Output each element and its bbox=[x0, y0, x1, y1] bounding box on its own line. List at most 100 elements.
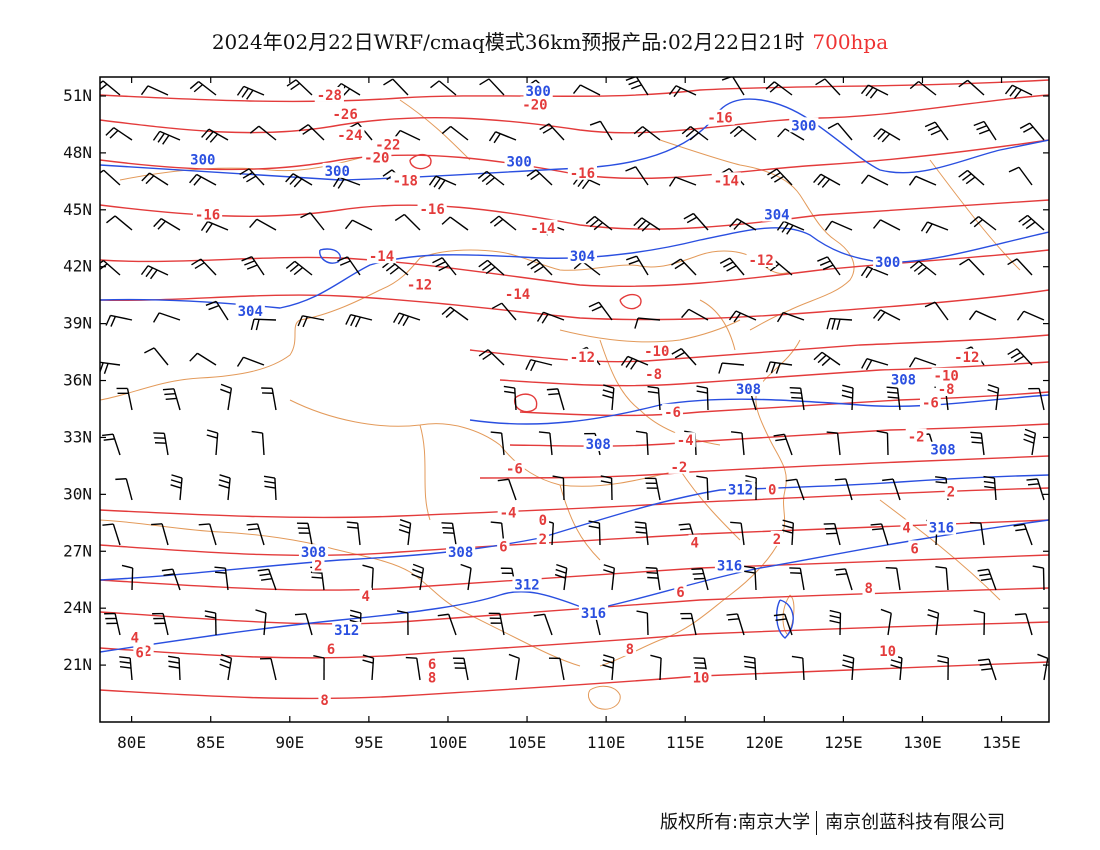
wind-barb-flag bbox=[668, 85, 677, 96]
wind-barb-staff bbox=[499, 613, 505, 636]
wind-barb-flag bbox=[298, 124, 309, 132]
wind-barb-flag bbox=[552, 475, 564, 479]
wind-barb-flag bbox=[987, 388, 999, 394]
wind-barb-flag bbox=[189, 352, 198, 362]
contour-label: 2 bbox=[947, 484, 955, 500]
wind-barb-flag bbox=[402, 315, 410, 327]
wind-barb-staff bbox=[309, 212, 325, 231]
wind-barb-staff bbox=[209, 523, 217, 546]
wind-barb-staff bbox=[251, 256, 265, 276]
latitude-axis: 51N 48N 45N 42N 39N 36N 33N 30N 27N 24N 21N bbox=[63, 86, 1049, 674]
wind-barb-flag bbox=[680, 528, 692, 531]
lat-tick-label: 48N bbox=[63, 143, 92, 162]
wind-barb-flag bbox=[435, 261, 446, 268]
wind-barb-flag bbox=[191, 258, 202, 266]
wind-barb-staff bbox=[114, 613, 121, 636]
wind-barb-staff bbox=[305, 613, 313, 636]
wind-barb-staff bbox=[307, 523, 313, 546]
label-background bbox=[862, 580, 875, 596]
wind-barb-flag bbox=[962, 173, 972, 181]
wind-barb-staff bbox=[784, 613, 793, 636]
wind-barb-flag bbox=[205, 223, 213, 233]
wind-barb-flag bbox=[441, 216, 451, 225]
wind-barb-staff bbox=[582, 261, 601, 276]
wind-barb-flag bbox=[873, 128, 882, 138]
wind-barb-flag bbox=[683, 212, 694, 220]
wind-barb-flag bbox=[264, 485, 276, 489]
lat-tick-label: 36N bbox=[63, 371, 92, 390]
wind-barb-flag bbox=[1014, 613, 1026, 616]
wind-barb-flag bbox=[219, 663, 231, 669]
wind-barb-flag bbox=[645, 566, 657, 569]
wind-barb-flag bbox=[193, 176, 202, 186]
wind-barb-flag bbox=[958, 79, 969, 88]
height-labels: 300 300 300 300 300 300 304 304 304 308 308 308 308 3… bbox=[188, 83, 958, 639]
wind-barb-staff bbox=[980, 523, 985, 546]
wind-barb-staff bbox=[945, 568, 949, 591]
wind-barb-flag bbox=[865, 359, 873, 371]
wind-barb-staff bbox=[153, 347, 169, 366]
wind-barb-flag bbox=[337, 178, 345, 189]
wind-barb-flag bbox=[151, 523, 163, 526]
wind-barb-staff bbox=[158, 312, 181, 321]
wind-barb-flag bbox=[860, 84, 869, 95]
wind-barb-flag bbox=[103, 438, 115, 441]
wind-barb-flag bbox=[493, 133, 501, 144]
wind-barb-flag bbox=[834, 478, 846, 481]
wind-barb-staff bbox=[1018, 166, 1033, 186]
wind-barb-flag bbox=[168, 660, 180, 664]
wind-barb-flag bbox=[977, 568, 989, 572]
label-background bbox=[714, 557, 745, 573]
wind-barb-flag bbox=[689, 132, 699, 141]
wind-barb-flag bbox=[782, 524, 794, 529]
wind-barb-flag bbox=[774, 175, 785, 183]
wind-barb-staff bbox=[831, 220, 853, 231]
wind-barb-flag bbox=[161, 568, 173, 572]
wind-barb-staff bbox=[200, 258, 217, 276]
lon-tick-label: 125E bbox=[824, 733, 863, 752]
wind-barb-flag bbox=[249, 218, 258, 229]
map-frame bbox=[99, 76, 1050, 723]
wind-barb-flag bbox=[389, 266, 400, 275]
contour-label: 300 bbox=[875, 255, 900, 271]
wind-barb-staff bbox=[729, 257, 745, 276]
wind-barb-flag bbox=[744, 570, 756, 574]
height-contours bbox=[100, 98, 1049, 653]
wind-barb-flag bbox=[620, 356, 629, 366]
wind-barb-flag bbox=[775, 438, 787, 442]
label-background bbox=[497, 538, 510, 554]
label-background bbox=[188, 151, 218, 167]
wind-barb-staff bbox=[112, 433, 121, 456]
wind-barb-staff bbox=[598, 522, 601, 546]
wind-barb-staff bbox=[795, 479, 805, 501]
wind-barb-flag bbox=[220, 658, 231, 664]
lat-tick-label: 51N bbox=[63, 86, 92, 105]
wind-barb-flag bbox=[909, 260, 920, 269]
lat-tick-label: 21N bbox=[63, 655, 92, 674]
wind-barb-flag bbox=[412, 568, 423, 574]
copyright-text: 版权所有:南京大学 bbox=[660, 812, 811, 833]
wind-barb-flag bbox=[504, 390, 516, 394]
wind-barb-flag bbox=[477, 170, 488, 179]
label-background bbox=[322, 162, 352, 178]
contour-label: -4 bbox=[677, 433, 694, 449]
lat-tick-label: 24N bbox=[63, 598, 92, 617]
wind-barb-staff bbox=[548, 123, 565, 141]
wind-barb-staff bbox=[114, 215, 133, 231]
wind-barb-flag bbox=[290, 82, 301, 91]
wind-barb-flag bbox=[189, 174, 198, 184]
lon-tick-label: 85E bbox=[196, 733, 225, 752]
wind-barb-flag bbox=[145, 175, 155, 185]
wind-barb-flag bbox=[220, 383, 232, 389]
wind-barb-flag bbox=[246, 264, 258, 270]
wind-barb-flag bbox=[382, 169, 393, 177]
lon-tick-label: 130E bbox=[903, 733, 942, 752]
wind-barb-flag bbox=[743, 565, 756, 569]
contour-label: -12 bbox=[748, 253, 773, 269]
wind-barb-staff bbox=[635, 77, 649, 96]
lon-tick-label: 120E bbox=[745, 733, 784, 752]
wind-barb-staff bbox=[103, 169, 121, 186]
contour-label: 10 bbox=[693, 670, 710, 686]
wind-barb-flag bbox=[100, 259, 104, 265]
wind-barb-flag bbox=[767, 168, 778, 176]
